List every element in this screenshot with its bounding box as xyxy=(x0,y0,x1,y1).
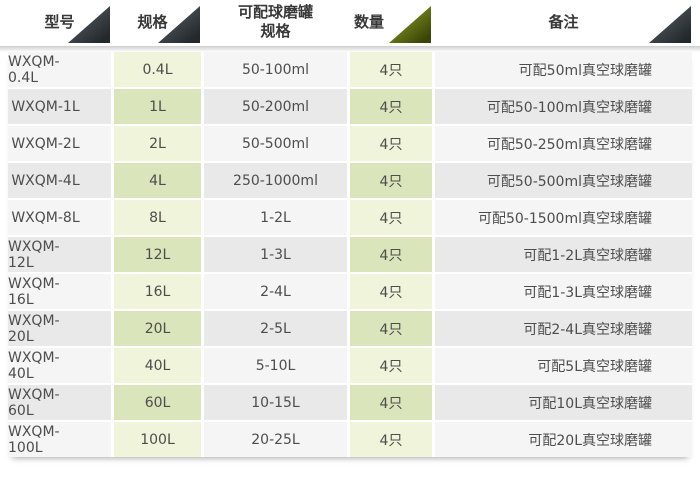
cell-note: 可配50-100ml真空球磨罐 xyxy=(435,89,692,124)
table-body: WXQM-0.4L 0.4L 50-100ml 4只 可配50ml真空球磨罐 W… xyxy=(8,52,692,457)
cell-model: WXQM-2L xyxy=(8,126,111,161)
cell-model: WXQM-4L xyxy=(8,163,111,198)
cell-model: WXQM-16L xyxy=(8,274,111,309)
cell-jar-range: 2-5L xyxy=(204,311,347,346)
cell-jar-range: 50-100ml xyxy=(204,52,347,87)
header-shadow xyxy=(0,46,700,52)
header-label: 规格 xyxy=(137,12,168,31)
header-cell-note: 备注 xyxy=(435,0,692,44)
cell-jar-range: 250-1000ml xyxy=(204,163,347,198)
table-header: 型号 规格 可配球磨罐 规格 数量 备注 xyxy=(8,0,692,44)
corner-triangle-icon xyxy=(649,6,691,43)
cell-note: 可配1-3L真空球磨罐 xyxy=(435,274,692,309)
cell-note: 可配2-4L真空球磨罐 xyxy=(435,311,692,346)
cell-jar-range: 50-500ml xyxy=(204,126,347,161)
header-cell-spec: 规格 xyxy=(114,0,201,44)
header-label: 备注 xyxy=(548,12,579,31)
cell-note: 可配1-2L真空球磨罐 xyxy=(435,237,692,272)
cell-spec: 20L xyxy=(114,311,201,346)
cell-spec: 1L xyxy=(114,89,201,124)
header-label: 数量 xyxy=(353,12,384,31)
cell-spec: 100L xyxy=(114,422,201,457)
cell-model: WXQM-60L xyxy=(8,385,111,420)
cell-qty: 4只 xyxy=(350,237,432,272)
cell-note: 可配10L真空球磨罐 xyxy=(435,385,692,420)
cell-qty: 4只 xyxy=(350,385,432,420)
header-label: 规格 xyxy=(260,22,291,40)
cell-model: WXQM-20L xyxy=(8,311,111,346)
cell-note: 可配50-250ml真空球磨罐 xyxy=(435,126,692,161)
header-cell-model: 型号 xyxy=(8,0,111,44)
header-label: 型号 xyxy=(44,12,75,31)
cell-qty: 4只 xyxy=(350,311,432,346)
cell-model: WXQM-100L xyxy=(8,422,111,457)
cell-jar-range: 1-2L xyxy=(204,200,347,235)
cell-jar-range: 5-10L xyxy=(204,348,347,383)
cell-model: WXQM-12L xyxy=(8,237,111,272)
cell-jar-range: 10-15L xyxy=(204,385,347,420)
cell-spec: 0.4L xyxy=(114,52,201,87)
cell-note: 可配50-1500ml真空球磨罐 xyxy=(435,200,692,235)
cell-note: 可配50-500ml真空球磨罐 xyxy=(435,163,692,198)
cell-model: WXQM-40L xyxy=(8,348,111,383)
cell-qty: 4只 xyxy=(350,126,432,161)
cell-spec: 40L xyxy=(114,348,201,383)
cell-spec: 2L xyxy=(114,126,201,161)
cell-qty: 4只 xyxy=(350,348,432,383)
cell-qty: 4只 xyxy=(350,89,432,124)
cell-spec: 60L xyxy=(114,385,201,420)
spec-table: 型号 规格 可配球磨罐 规格 数量 备注 xyxy=(0,0,700,44)
cell-jar-range: 1-3L xyxy=(204,237,347,272)
cell-spec: 16L xyxy=(114,274,201,309)
cell-qty: 4只 xyxy=(350,52,432,87)
header-cell-qty: 数量 xyxy=(350,0,432,44)
cell-jar-range: 20-25L xyxy=(204,422,347,457)
corner-triangle-green-icon xyxy=(389,6,431,43)
cell-model: WXQM-8L xyxy=(8,200,111,235)
cell-qty: 4只 xyxy=(350,274,432,309)
cell-jar-range: 2-4L xyxy=(204,274,347,309)
cell-note: 可配20L真空球磨罐 xyxy=(435,422,692,457)
header-cell-jar-spec: 可配球磨罐 规格 xyxy=(204,0,347,44)
header-label: 可配球磨罐 xyxy=(237,3,313,22)
cell-model: WXQM-0.4L xyxy=(8,52,111,87)
cell-model: WXQM-1L xyxy=(8,89,111,124)
cell-note: 可配5L真空球磨罐 xyxy=(435,348,692,383)
cell-note: 可配50ml真空球磨罐 xyxy=(435,52,692,87)
cell-jar-range: 50-200ml xyxy=(204,89,347,124)
cell-qty: 4只 xyxy=(350,163,432,198)
cell-spec: 4L xyxy=(114,163,201,198)
cell-spec: 12L xyxy=(114,237,201,272)
cell-qty: 4只 xyxy=(350,422,432,457)
cell-qty: 4只 xyxy=(350,200,432,235)
cell-spec: 8L xyxy=(114,200,201,235)
